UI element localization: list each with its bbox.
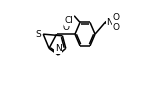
Text: N: N — [107, 18, 113, 27]
Text: S: S — [36, 30, 41, 39]
Text: O: O — [113, 23, 120, 32]
Text: O: O — [62, 23, 69, 32]
Text: N: N — [55, 44, 62, 53]
Text: Cl: Cl — [65, 16, 74, 25]
Text: O: O — [113, 13, 120, 22]
